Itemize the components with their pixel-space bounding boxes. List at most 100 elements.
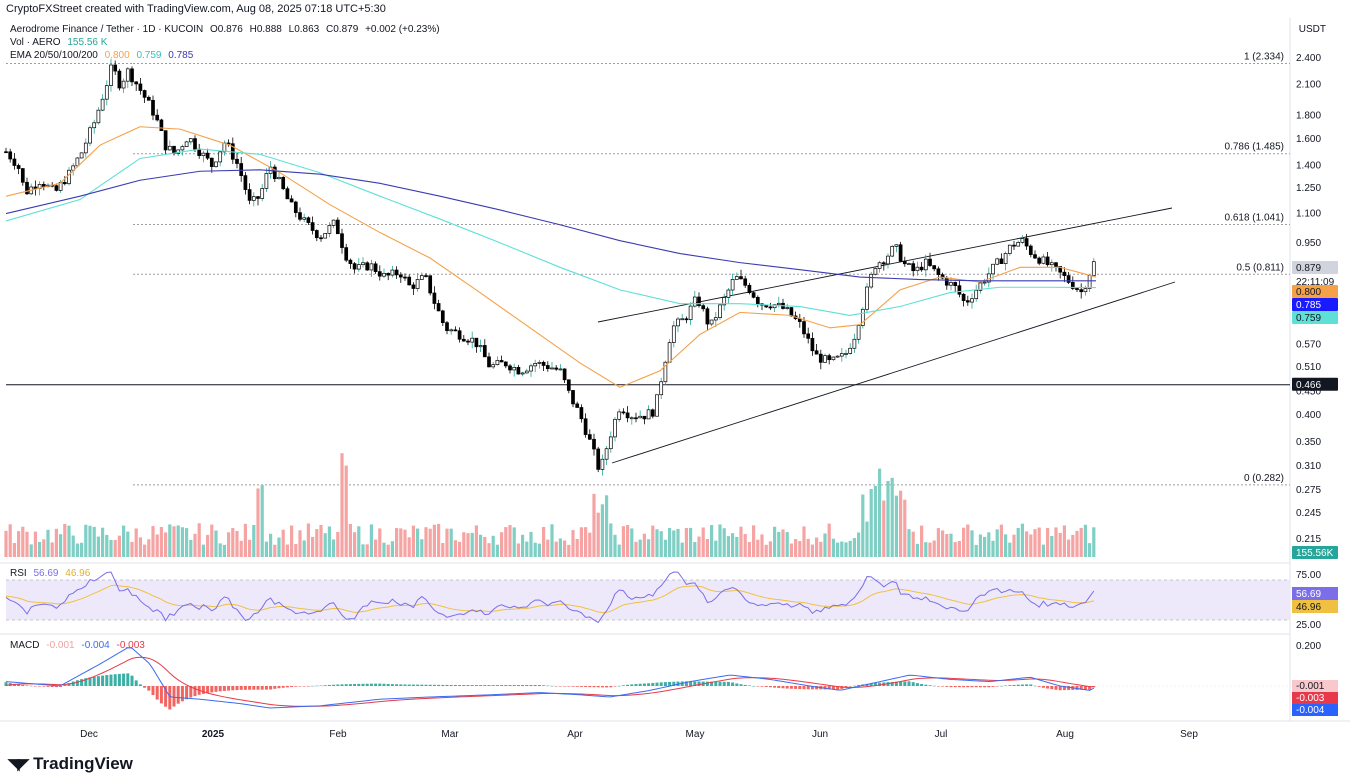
macd-histogram-bar xyxy=(437,684,441,686)
rsi-axis-value: 56.69 xyxy=(1296,589,1321,600)
macd-histogram-bar xyxy=(134,680,138,686)
macd-histogram-bar xyxy=(239,686,243,690)
rsi-legend[interactable]: RSI 56.69 46.96 xyxy=(10,568,94,579)
volume-bar xyxy=(180,527,184,557)
macd-histogram-bar xyxy=(609,686,613,688)
macd-histogram-bar xyxy=(949,686,953,688)
volume-bar xyxy=(861,494,865,557)
macd-line-value: -0.004 xyxy=(81,640,110,651)
volume-bar xyxy=(105,534,109,557)
candle-body xyxy=(600,458,605,470)
volume-legend[interactable]: Vol · AERO 155.56 K xyxy=(10,37,111,48)
volume-bar xyxy=(701,527,705,557)
candle-body xyxy=(457,330,462,340)
macd-histogram-bar xyxy=(584,686,588,687)
volume-bar xyxy=(1008,542,1012,557)
volume-bar xyxy=(932,540,936,557)
candle-body xyxy=(571,390,575,405)
candle-body xyxy=(323,233,328,239)
macd-histogram-bar xyxy=(844,686,848,688)
volume-bar xyxy=(222,544,226,557)
volume-bar xyxy=(315,529,319,557)
macd-legend[interactable]: MACD -0.001 -0.004 -0.003 xyxy=(10,640,149,651)
volume-bar xyxy=(172,526,176,557)
macd-histogram-bar xyxy=(143,686,147,688)
volume-bar xyxy=(575,538,579,557)
price-tick-label: 0.275 xyxy=(1296,485,1321,496)
macd-histogram-bar xyxy=(1041,686,1045,688)
candle-body xyxy=(970,298,974,303)
macd-histogram-bar xyxy=(899,681,903,686)
candle-body xyxy=(533,363,538,367)
volume-bar xyxy=(8,524,12,557)
macd-line-tag xyxy=(1292,704,1338,716)
volume-bar xyxy=(680,542,684,557)
volume-bar xyxy=(21,526,25,557)
candle-body xyxy=(79,152,84,159)
macd-histogram-bar xyxy=(63,684,67,686)
volume-bar xyxy=(600,504,604,557)
macd-histogram-bar xyxy=(353,683,357,686)
volume-bar xyxy=(344,465,348,557)
candle-body xyxy=(461,338,466,342)
candle-body xyxy=(554,367,559,370)
candle-body xyxy=(373,263,378,272)
macd-histogram-bar xyxy=(25,685,29,686)
macd-histogram-bar xyxy=(810,686,814,690)
volume-bar xyxy=(823,533,827,557)
candle-body xyxy=(608,436,613,450)
volume-bar xyxy=(962,527,966,557)
macd-histogram-bar xyxy=(1067,686,1071,691)
price-tick-label: 0.450 xyxy=(1296,387,1321,398)
volume-bar xyxy=(588,532,592,557)
volume-bar xyxy=(521,534,525,557)
volume-bar xyxy=(974,544,978,557)
symbol-name[interactable]: Aerodrome Finance / Tether · 1D · KUCOIN xyxy=(10,24,204,35)
candle-body xyxy=(923,258,928,271)
candle-body xyxy=(180,146,185,151)
ema-legend[interactable]: EMA 20/50/100/200 0.800 0.759 0.785 xyxy=(10,50,197,61)
candle-body xyxy=(516,367,521,375)
support-axis-label-bg xyxy=(1292,377,1338,391)
price-tick-label: 0.310 xyxy=(1296,461,1321,472)
volume-bar xyxy=(4,530,8,557)
macd-histogram-bar xyxy=(1062,686,1066,691)
macd-histogram-bar xyxy=(491,685,495,686)
candle-body xyxy=(1087,275,1092,289)
volume-bar xyxy=(298,530,302,557)
volume-value: 155.56 K xyxy=(67,37,108,48)
price-tick-label: 1.600 xyxy=(1296,134,1321,145)
candle-body xyxy=(860,308,865,326)
tradingview-brand[interactable]: ◥◤ TradingView xyxy=(8,754,133,774)
low-label: L xyxy=(288,24,295,35)
ema20-line xyxy=(5,126,1097,388)
candle-body xyxy=(701,305,706,310)
macd-histogram-bar xyxy=(323,685,327,686)
volume-bar xyxy=(773,526,777,557)
price-tick-label: 0.570 xyxy=(1296,340,1321,351)
volume-bar xyxy=(416,528,420,557)
rsi-value-tag xyxy=(1292,587,1338,600)
macd-histogram-bar xyxy=(596,686,600,688)
volume-bar xyxy=(878,468,882,557)
candle-body xyxy=(957,285,962,295)
macd-histogram-bar xyxy=(403,684,407,686)
volume-bar xyxy=(596,512,600,557)
macd-histogram-bar xyxy=(953,686,957,688)
candle-body xyxy=(1054,262,1058,267)
macd-histogram-bar xyxy=(466,685,470,686)
macd-histogram-bar xyxy=(785,686,789,689)
candle-body xyxy=(902,260,907,265)
candle-body xyxy=(890,245,895,257)
volume-bar xyxy=(176,525,180,557)
symbol-legend[interactable]: Aerodrome Finance / Tether · 1D · KUCOIN… xyxy=(10,24,444,35)
volume-bar xyxy=(353,532,357,557)
candle-body xyxy=(1028,245,1033,255)
macd-histogram-bar xyxy=(92,676,96,686)
candle-body xyxy=(260,188,265,199)
volume-bar xyxy=(218,543,222,557)
candle-body xyxy=(193,138,197,150)
candle-body xyxy=(155,114,160,121)
macd-histogram-bar xyxy=(411,684,415,686)
